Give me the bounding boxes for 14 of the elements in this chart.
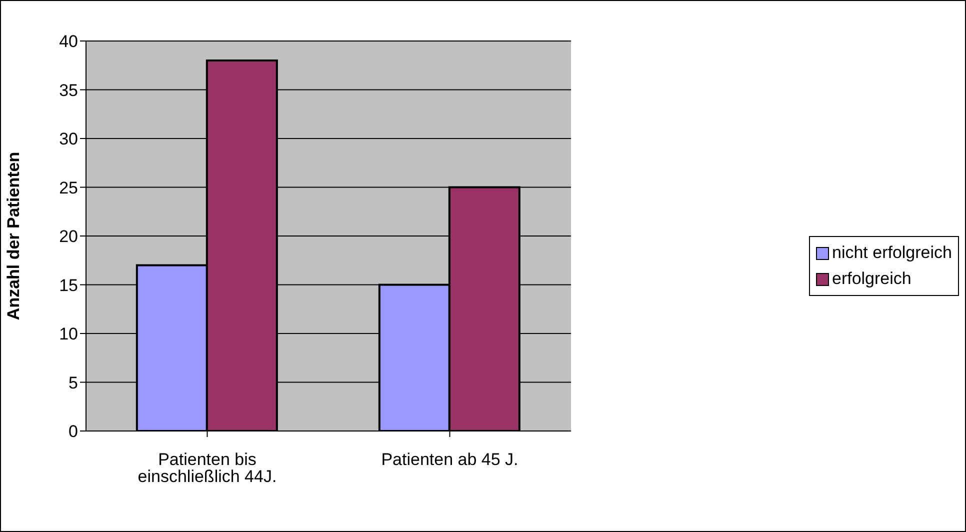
legend-label: nicht erfolgreich (832, 243, 952, 263)
x-tick-label: Patienten ab 45 J. (381, 450, 518, 470)
y-tick-label: 15 (59, 276, 78, 295)
y-tick-label: 20 (59, 227, 78, 246)
y-tick-label: 35 (59, 80, 78, 100)
x-tick-label: Patienten bis einschließlich 44J. (138, 450, 277, 486)
y-tick-label: 30 (59, 130, 78, 149)
legend-label: erfolgreich (832, 269, 912, 289)
y-tick-label: 5 (68, 373, 78, 392)
y-tick-label: 0 (68, 422, 78, 442)
y-tick-label: 10 (59, 324, 78, 344)
y-axis-title: Anzahl der Patienten (4, 152, 24, 320)
y-tick-label: 25 (59, 178, 78, 198)
y-tick-label: 40 (59, 32, 78, 52)
